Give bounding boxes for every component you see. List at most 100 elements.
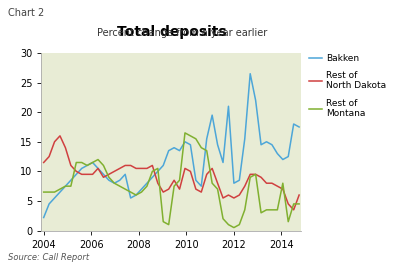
Rest of
Montana: [85, 164, 90, 167]
Rest of
North Dakota: [237, 193, 242, 197]
Bakken: [79, 167, 84, 170]
Rest of
North Dakota: [242, 184, 247, 188]
Text: Percent change from a year earlier: Percent change from a year earlier: [97, 28, 267, 38]
Rest of
Montana: [193, 137, 198, 140]
Rest of
Montana: [74, 161, 79, 164]
Rest of
North Dakota: [199, 191, 204, 194]
Rest of
Montana: [280, 182, 285, 185]
Text: Chart 2: Chart 2: [8, 8, 45, 18]
Rest of
Montana: [128, 191, 133, 194]
Rest of
Montana: [47, 191, 52, 194]
Rest of
Montana: [248, 176, 253, 179]
Bakken: [155, 170, 160, 173]
Rest of
Montana: [63, 184, 68, 188]
Bakken: [280, 158, 285, 161]
Bakken: [231, 182, 236, 185]
Rest of
Montana: [172, 184, 177, 188]
Rest of
North Dakota: [112, 170, 117, 173]
Rest of
North Dakota: [188, 170, 193, 173]
Rest of
Montana: [112, 182, 117, 185]
Rest of
North Dakota: [166, 188, 171, 191]
Rest of
Montana: [297, 202, 301, 206]
Rest of
North Dakota: [161, 191, 166, 194]
Bakken: [248, 72, 253, 75]
Rest of
North Dakota: [221, 196, 225, 200]
Rest of
Montana: [150, 170, 155, 173]
Rest of
Montana: [291, 202, 296, 206]
Rest of
North Dakota: [177, 188, 182, 191]
Bakken: [112, 182, 117, 185]
Legend: Bakken, Rest of
North Dakota, Rest of
Montana: Bakken, Rest of North Dakota, Rest of Mo…: [309, 54, 386, 118]
Rest of
North Dakota: [95, 167, 100, 170]
Rest of
North Dakota: [107, 173, 112, 176]
Bakken: [57, 191, 62, 194]
Rest of
Montana: [210, 182, 215, 185]
Bakken: [161, 164, 166, 167]
Bakken: [69, 179, 74, 182]
Bakken: [297, 125, 301, 129]
Bakken: [107, 179, 112, 182]
Rest of
North Dakota: [259, 176, 263, 179]
Bakken: [90, 161, 95, 164]
Bakken: [101, 173, 106, 176]
Rest of
Montana: [275, 208, 280, 211]
Rest of
Montana: [286, 220, 291, 223]
Rest of
North Dakota: [69, 164, 74, 167]
Rest of
North Dakota: [183, 167, 188, 170]
Bakken: [264, 140, 269, 143]
Rest of
North Dakota: [133, 167, 138, 170]
Rest of
North Dakota: [57, 134, 62, 138]
Rest of
North Dakota: [139, 167, 144, 170]
Rest of
Montana: [123, 188, 128, 191]
Bakken: [215, 143, 220, 146]
Rest of
North Dakota: [123, 164, 128, 167]
Rest of
North Dakota: [253, 173, 258, 176]
Rest of
North Dakota: [52, 140, 57, 143]
Rest of
Montana: [145, 184, 150, 188]
Bakken: [286, 155, 291, 158]
Rest of
Montana: [199, 146, 204, 149]
Bakken: [177, 149, 182, 152]
Bakken: [123, 173, 128, 176]
Bakken: [199, 184, 204, 188]
Rest of
Montana: [57, 188, 62, 191]
Text: Source: Call Report: Source: Call Report: [8, 253, 89, 262]
Rest of
North Dakota: [79, 173, 84, 176]
Rest of
Montana: [183, 131, 188, 134]
Bakken: [210, 113, 215, 117]
Rest of
Montana: [90, 161, 95, 164]
Rest of
North Dakota: [145, 167, 150, 170]
Bakken: [74, 173, 79, 176]
Rest of
Montana: [237, 223, 242, 226]
Line: Bakken: Bakken: [44, 74, 299, 218]
Rest of
North Dakota: [215, 182, 220, 185]
Rest of
Montana: [52, 191, 57, 194]
Rest of
Montana: [95, 158, 100, 161]
Line: Rest of
North Dakota: Rest of North Dakota: [44, 136, 299, 210]
Bakken: [183, 140, 188, 143]
Bakken: [242, 137, 247, 140]
Rest of
Montana: [242, 208, 247, 211]
Bakken: [145, 182, 150, 185]
Rest of
Montana: [107, 176, 112, 179]
Bakken: [63, 184, 68, 188]
Bakken: [139, 188, 144, 191]
Rest of
North Dakota: [264, 182, 269, 185]
Rest of
North Dakota: [85, 173, 90, 176]
Rest of
North Dakota: [248, 173, 253, 176]
Bakken: [47, 202, 52, 206]
Rest of
Montana: [101, 164, 106, 167]
Rest of
Montana: [204, 149, 209, 152]
Rest of
North Dakota: [41, 161, 46, 164]
Rest of
North Dakota: [297, 193, 301, 197]
Rest of
North Dakota: [204, 173, 209, 176]
Rest of
North Dakota: [193, 188, 198, 191]
Rest of
North Dakota: [275, 184, 280, 188]
Bakken: [52, 196, 57, 200]
Bakken: [237, 179, 242, 182]
Bakken: [150, 176, 155, 179]
Rest of
Montana: [69, 184, 74, 188]
Bakken: [269, 143, 274, 146]
Rest of
North Dakota: [291, 208, 296, 211]
Rest of
Montana: [264, 208, 269, 211]
